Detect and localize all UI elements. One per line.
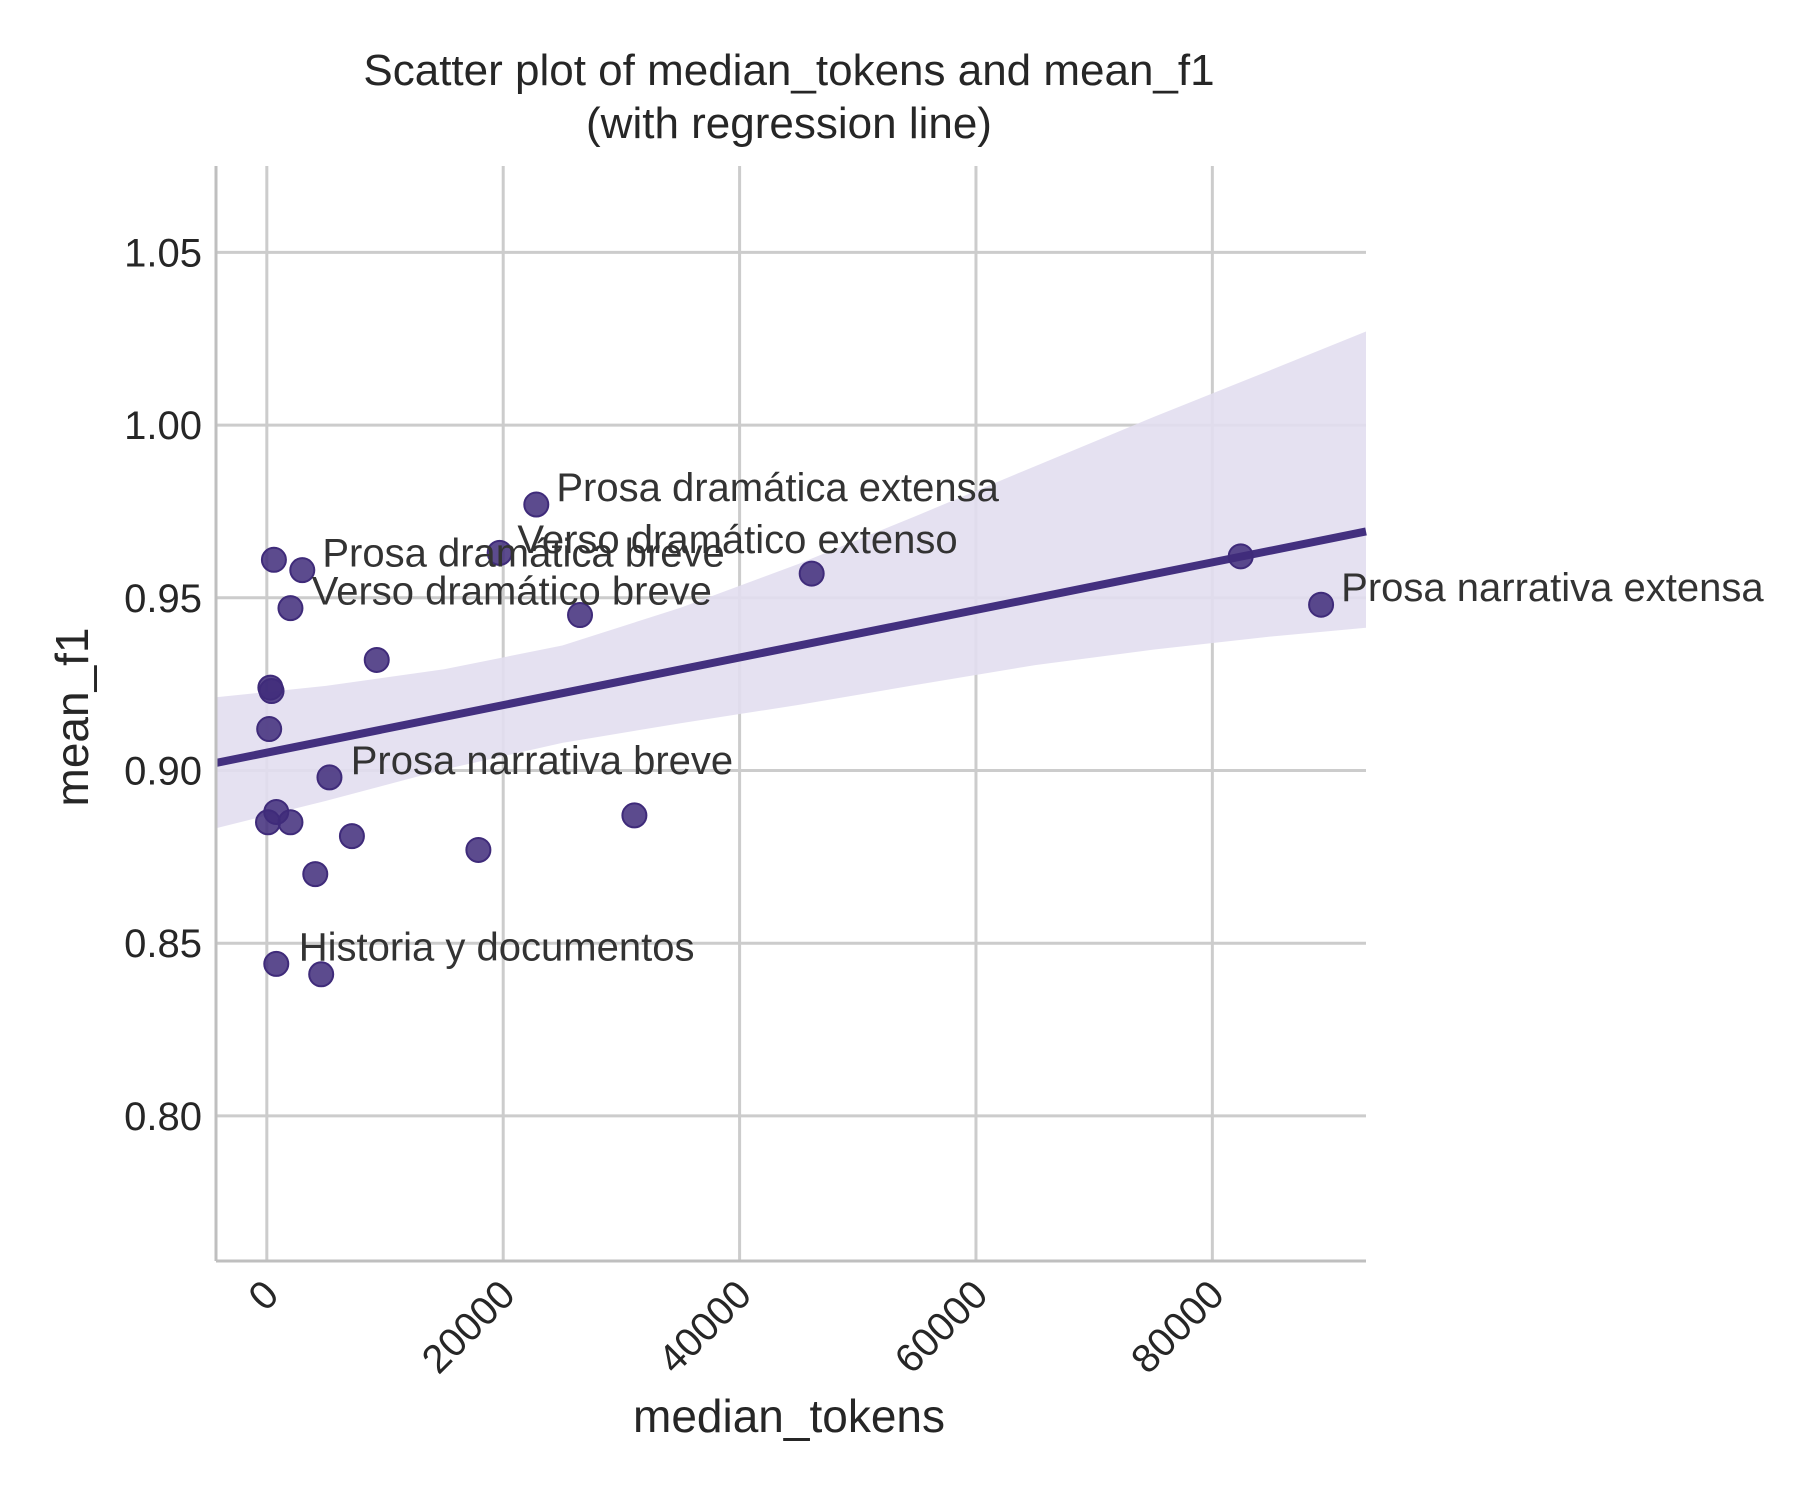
data-point bbox=[1227, 543, 1254, 570]
data-point bbox=[277, 595, 304, 622]
data-point bbox=[798, 560, 825, 587]
x-axis-label: median_tokens bbox=[633, 1390, 945, 1442]
x-tick-label: 80000 bbox=[1123, 1272, 1233, 1382]
point-annotation: Prosa dramática breve bbox=[322, 532, 724, 576]
data-point bbox=[465, 836, 492, 863]
data-point bbox=[338, 823, 365, 850]
regression-line bbox=[215, 527, 1367, 767]
y-tick-label: 0.95 bbox=[124, 577, 202, 621]
point-annotation: Prosa dramática extensa bbox=[556, 466, 999, 510]
x-tick-label: 60000 bbox=[887, 1272, 997, 1382]
data-point bbox=[523, 491, 550, 518]
chart-title: Scatter plot of median_tokens and mean_f… bbox=[363, 46, 1214, 95]
data-point bbox=[621, 802, 648, 829]
annotations: Prosa dramática extensa Verso dramático e… bbox=[299, 466, 1765, 969]
data-point bbox=[263, 950, 290, 977]
data-point bbox=[486, 539, 513, 566]
data-point bbox=[260, 546, 287, 573]
point-annotation: Verso dramático breve bbox=[312, 570, 712, 614]
x-tick-label: 40000 bbox=[650, 1272, 760, 1382]
point-annotation: Historia y documentos bbox=[299, 925, 695, 969]
chart-subtitle: (with regression line) bbox=[586, 99, 992, 148]
point-annotation: Prosa narrativa breve bbox=[351, 739, 733, 783]
data-point bbox=[256, 716, 283, 743]
data-point bbox=[363, 646, 390, 673]
data-points bbox=[255, 491, 1335, 988]
data-point bbox=[258, 678, 285, 705]
data-point bbox=[308, 961, 335, 988]
data-point bbox=[277, 809, 304, 836]
point-annotation: Prosa narrativa extensa bbox=[1341, 566, 1764, 610]
y-tick-label: 0.90 bbox=[124, 749, 202, 793]
data-point bbox=[567, 602, 594, 629]
y-tick-label: 0.85 bbox=[124, 922, 202, 966]
axes bbox=[214, 166, 1366, 1263]
y-tick-label: 0.80 bbox=[124, 1095, 202, 1139]
x-tick-label: 0 bbox=[240, 1272, 287, 1319]
data-point bbox=[255, 809, 282, 836]
x-tick-label: 20000 bbox=[414, 1272, 524, 1382]
y-axis-label: mean_f1 bbox=[46, 627, 98, 806]
point-annotation: Verso dramático extenso bbox=[517, 518, 957, 562]
data-point bbox=[302, 861, 329, 888]
data-point bbox=[1308, 591, 1335, 618]
data-point bbox=[316, 764, 343, 791]
y-tick-label: 1.00 bbox=[124, 404, 202, 448]
y-tick-label: 1.05 bbox=[124, 231, 202, 275]
data-point bbox=[289, 557, 316, 584]
